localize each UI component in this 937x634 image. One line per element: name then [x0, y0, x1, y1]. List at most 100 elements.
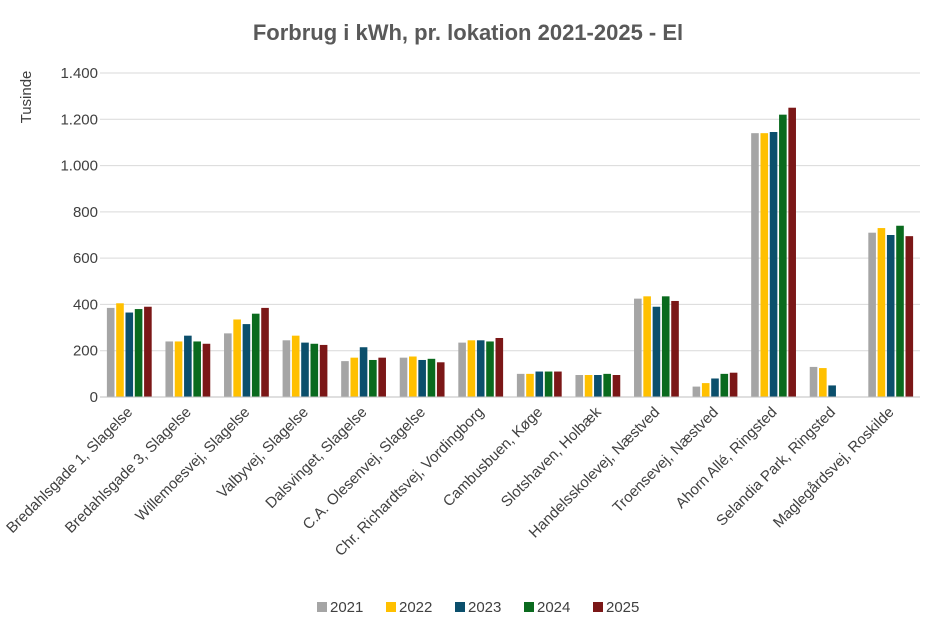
category-label: Troensevej, Næstved — [609, 404, 721, 516]
y-axis-ticks: 0 200 400 600 800 1.000 1.200 1.400 — [60, 65, 98, 406]
bar-2021 — [692, 386, 701, 397]
bar-2025 — [378, 357, 386, 397]
legend-item-2021: 2021 — [317, 599, 363, 616]
bar-2023 — [476, 340, 485, 397]
bar-2022 — [643, 296, 651, 397]
bar-2025 — [436, 362, 445, 397]
legend-swatch — [386, 602, 396, 612]
bar-2025 — [144, 306, 152, 397]
bar-2023 — [711, 378, 719, 397]
y-tick-label: 1.400 — [60, 65, 98, 82]
bar-2023 — [652, 306, 661, 397]
bar-2024 — [427, 358, 436, 397]
legend-swatch — [593, 602, 603, 612]
bar-2023 — [301, 342, 309, 397]
gridlines — [100, 72, 920, 352]
bar-2021 — [282, 340, 291, 397]
bar-2021 — [165, 341, 174, 397]
bar-2024 — [486, 341, 494, 397]
legend: 2021 2022 2023 2024 2025 — [317, 599, 639, 616]
bar-2025 — [495, 337, 504, 397]
legend-label: 2025 — [606, 599, 639, 616]
bar-2023 — [886, 235, 895, 397]
bar-2022 — [819, 368, 827, 397]
legend-swatch — [455, 602, 465, 612]
legend-label: 2024 — [537, 599, 570, 616]
legend-label: 2021 — [330, 599, 363, 616]
bar-2021 — [399, 357, 408, 397]
legend-item-2022: 2022 — [386, 599, 432, 616]
bar-2021 — [458, 342, 466, 397]
bar-2024 — [896, 225, 904, 397]
chart-title: Forbrug i kWh, pr. lokation 2021-2025 - … — [253, 20, 683, 45]
category-label: Slotshaven, Holbæk — [498, 403, 605, 510]
bar-2021 — [634, 298, 642, 397]
bar-2024 — [310, 343, 319, 397]
bar-2023 — [242, 324, 251, 397]
bar-2024 — [134, 309, 143, 397]
bar-2025 — [202, 343, 211, 397]
legend-swatch — [317, 602, 327, 612]
legend-swatch — [524, 602, 534, 612]
y-tick-label: 400 — [73, 296, 98, 313]
category-label: Willemoesvej, Slagelse — [132, 404, 253, 525]
bar-2021 — [809, 366, 818, 397]
bar-2022 — [116, 303, 124, 397]
bar-2022 — [409, 356, 417, 397]
bar-2025 — [729, 372, 738, 397]
y-tick-label: 600 — [73, 250, 98, 267]
bar-2025 — [261, 307, 269, 397]
bar-2021 — [224, 333, 232, 397]
bar-2022 — [467, 340, 476, 397]
legend-item-2024: 2024 — [524, 599, 570, 616]
bar-2023 — [828, 385, 836, 397]
legend-item-2023: 2023 — [455, 599, 501, 616]
y-axis-label: Tusinde — [18, 71, 35, 124]
bar-2023 — [594, 375, 602, 397]
y-tick-label: 1.200 — [60, 111, 98, 128]
bar-2021 — [341, 361, 349, 397]
bar-2025 — [319, 344, 328, 397]
bars — [106, 107, 914, 398]
bar-2022 — [233, 319, 241, 397]
bar-2022 — [877, 228, 886, 397]
bar-2024 — [369, 359, 377, 397]
bar-2025 — [788, 107, 796, 398]
y-tick-label: 800 — [73, 204, 98, 221]
bar-2022 — [584, 375, 593, 397]
bar-2021 — [868, 232, 876, 397]
bar-2021 — [575, 375, 584, 397]
bar-2021 — [751, 133, 759, 398]
legend-label: 2022 — [399, 599, 432, 616]
bar-2022 — [526, 373, 534, 397]
bar-2021 — [106, 307, 115, 397]
bar-2025 — [554, 371, 562, 397]
legend-label: 2023 — [468, 599, 501, 616]
bar-2023 — [535, 371, 544, 397]
bar-2024 — [251, 313, 260, 397]
bar-2025 — [905, 236, 914, 397]
bar-2021 — [516, 373, 525, 397]
bar-2023 — [769, 132, 778, 397]
y-tick-label: 1.000 — [60, 158, 98, 175]
bar-2024 — [544, 371, 553, 397]
category-label: Cambusbuen, Køge — [440, 404, 546, 510]
bar-2024 — [779, 114, 787, 397]
y-tick-label: 0 — [90, 389, 98, 406]
bar-2022 — [350, 357, 359, 397]
bar-2025 — [612, 375, 621, 397]
bar-2024 — [661, 296, 670, 397]
bar-2022 — [291, 335, 300, 397]
y-tick-label: 200 — [73, 343, 98, 360]
bar-2024 — [603, 373, 611, 397]
bar-2023 — [184, 335, 192, 397]
legend-item-2025: 2025 — [593, 599, 639, 616]
bar-2024 — [720, 373, 729, 397]
category-label: Maglegårdsvej, Roskilde — [770, 404, 898, 532]
bar-2025 — [671, 300, 679, 397]
bar-2022 — [701, 383, 710, 397]
category-label: Selandia Park, Ringsted — [713, 404, 839, 530]
bar-2022 — [174, 341, 183, 397]
